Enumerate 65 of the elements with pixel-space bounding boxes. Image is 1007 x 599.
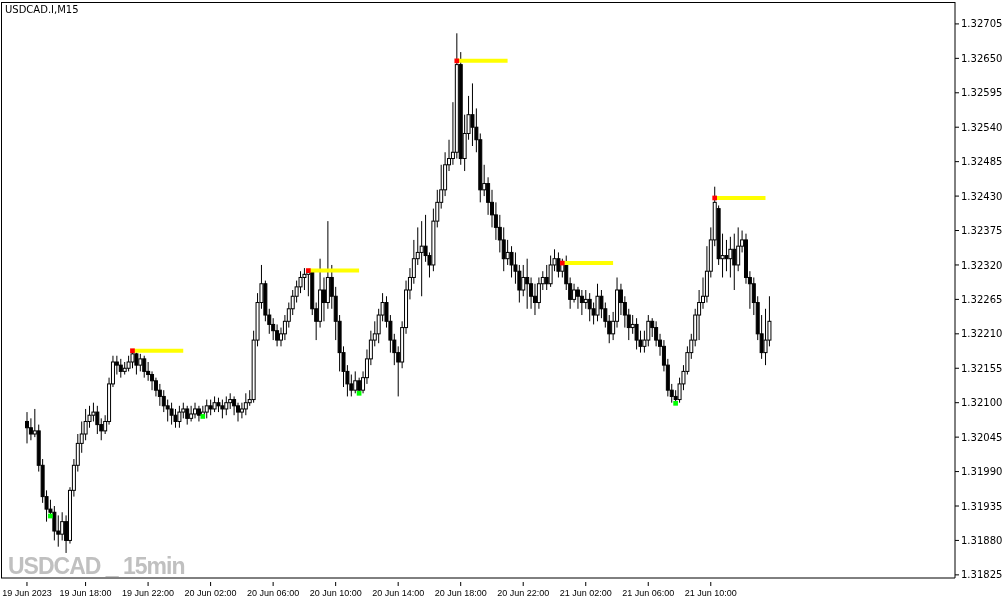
candlestick: [189, 405, 194, 422]
x-tick-label: 20 Jun 14:00: [372, 588, 425, 598]
y-tick-label: 1.31990: [961, 466, 1003, 478]
candlestick: [579, 289, 584, 316]
candlestick: [505, 239, 510, 266]
candlestick: [321, 276, 326, 322]
y-tick-label: 1.32045: [961, 431, 1003, 443]
y-tick-label: 1.32375: [961, 225, 1003, 237]
x-tick-label: 20 Jun 02:00: [184, 588, 237, 598]
y-tick-label: 1.32320: [961, 259, 1003, 271]
x-tick-label: 21 Jun 02:00: [559, 588, 612, 598]
candlestick: [501, 226, 506, 272]
candlestick: [25, 411, 29, 444]
candlestick: [118, 358, 123, 379]
candlestick: [587, 292, 592, 322]
x-tick-label: 20 Jun 18:00: [434, 588, 487, 598]
annotation: USDCAD _ 15min: [8, 553, 185, 580]
candlestick: [169, 402, 174, 426]
chart-title: USDCAD.I,M15: [5, 4, 79, 15]
point: [454, 58, 460, 64]
point: [130, 348, 135, 354]
y-tick-label: 1.32650: [961, 52, 1003, 64]
candlestick: [142, 355, 147, 379]
candlestick: [525, 258, 530, 310]
y-tick-label: 1.32705: [961, 18, 1003, 30]
candlestick: [220, 399, 225, 419]
candlestick: [95, 405, 100, 435]
point: [712, 195, 718, 201]
candlestick: [521, 264, 526, 297]
y-tick-label: 1.32540: [961, 121, 1003, 133]
point: [673, 400, 678, 406]
candlestick: [595, 283, 600, 322]
y-tick-label: 1.32210: [961, 328, 1003, 340]
x-tick-label: 21 Jun 10:00: [684, 588, 737, 598]
x-tick-label: 20 Jun 22:00: [497, 588, 550, 598]
y-tick-label: 1.31825: [961, 569, 1003, 581]
point: [356, 390, 362, 396]
y-tick-label: 1.32155: [961, 362, 1003, 374]
candlestick: [634, 317, 639, 350]
candlestick: [185, 405, 190, 426]
x-tick-label: 20 Jun 06:00: [247, 588, 300, 598]
candlestick: [224, 395, 229, 416]
candlestick: [165, 399, 170, 422]
y-tick-label: 1.32595: [961, 87, 1003, 99]
x-tick-label: 21 Jun 06:00: [622, 588, 675, 598]
candlestick: [724, 239, 729, 272]
x-tick-label: 19 Jun 2023: [2, 588, 52, 598]
x-tick-label: 19 Jun 18:00: [59, 588, 112, 598]
point: [559, 260, 565, 266]
y-tick-label: 1.31880: [961, 534, 1003, 546]
y-tick-label: 1.32100: [961, 397, 1003, 409]
candlestick: [732, 233, 737, 291]
y-tick-label: 1.32265: [961, 293, 1003, 305]
candlestick: [177, 405, 182, 429]
candlestick: [583, 289, 588, 310]
point: [48, 513, 53, 519]
candlestick: [243, 392, 248, 416]
candlestick: [556, 251, 561, 278]
x-tick-label: 20 Jun 10:00: [309, 588, 362, 598]
candlestick: [728, 236, 733, 278]
x-tick-label: 19 Jun 22:00: [122, 588, 175, 598]
y-tick-label: 1.31935: [961, 500, 1003, 512]
y-tick-label: 1.32485: [961, 156, 1003, 168]
y-tick-label: 1.32430: [961, 190, 1003, 202]
candlestick: [193, 402, 198, 419]
